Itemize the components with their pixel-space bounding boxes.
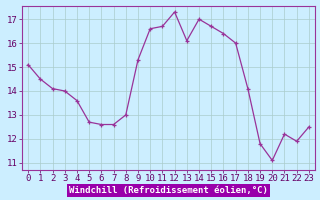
- X-axis label: Windchill (Refroidissement éolien,°C): Windchill (Refroidissement éolien,°C): [69, 186, 268, 195]
